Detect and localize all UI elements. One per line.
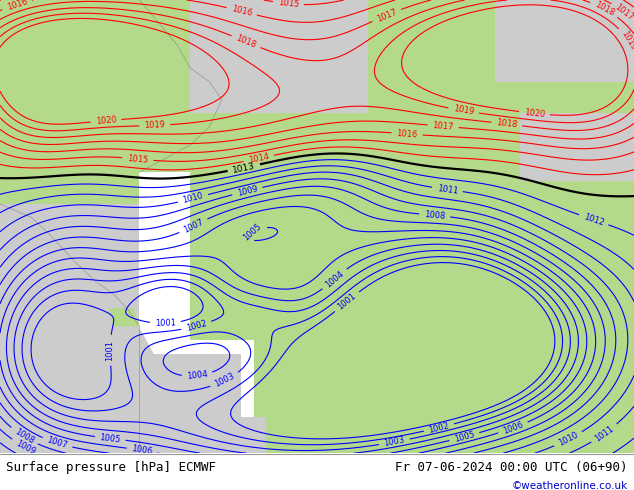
Text: 1012: 1012 — [582, 212, 605, 227]
Text: 1001: 1001 — [336, 292, 358, 312]
Polygon shape — [190, 0, 368, 113]
Text: 1005: 1005 — [100, 433, 121, 444]
Text: 1013: 1013 — [231, 161, 256, 174]
Polygon shape — [139, 0, 380, 172]
Polygon shape — [520, 113, 634, 181]
Text: 1007: 1007 — [182, 217, 205, 235]
Text: Surface pressure [hPa] ECMWF: Surface pressure [hPa] ECMWF — [6, 462, 216, 474]
Text: 1008: 1008 — [13, 427, 36, 446]
Polygon shape — [209, 0, 355, 81]
Polygon shape — [0, 204, 139, 453]
Text: 1011: 1011 — [436, 184, 458, 196]
Text: ©weatheronline.co.uk: ©weatheronline.co.uk — [512, 481, 628, 490]
Polygon shape — [0, 354, 241, 453]
Text: 1015: 1015 — [278, 0, 299, 9]
Polygon shape — [254, 340, 634, 453]
Text: 1017: 1017 — [432, 121, 454, 132]
Polygon shape — [108, 308, 139, 326]
Polygon shape — [0, 204, 190, 453]
Polygon shape — [0, 0, 139, 204]
Text: 1019: 1019 — [619, 29, 634, 52]
Text: 1011: 1011 — [593, 424, 616, 443]
Text: 1019: 1019 — [144, 121, 165, 130]
Text: 1007: 1007 — [46, 436, 68, 450]
Text: 1016: 1016 — [396, 129, 418, 139]
Text: 1015: 1015 — [127, 153, 149, 164]
Text: 1016: 1016 — [230, 4, 253, 18]
Text: 1008: 1008 — [424, 210, 446, 221]
Polygon shape — [380, 0, 634, 204]
Polygon shape — [0, 417, 266, 453]
Text: 1005: 1005 — [453, 430, 476, 444]
Text: 1002: 1002 — [428, 421, 450, 435]
Text: Fr 07-06-2024 00:00 UTC (06+90): Fr 07-06-2024 00:00 UTC (06+90) — [395, 462, 628, 474]
Text: 1003: 1003 — [213, 372, 236, 389]
Text: 1001: 1001 — [155, 318, 176, 328]
Text: 1005: 1005 — [242, 221, 263, 242]
Text: 1003: 1003 — [383, 436, 406, 448]
Polygon shape — [190, 172, 412, 340]
Text: 1001: 1001 — [105, 340, 115, 361]
Text: 1009: 1009 — [14, 439, 37, 456]
Text: 1006: 1006 — [131, 444, 153, 457]
Polygon shape — [349, 204, 634, 340]
Text: 1020: 1020 — [95, 115, 117, 126]
Text: 1016: 1016 — [6, 0, 29, 12]
Text: 1004: 1004 — [323, 269, 346, 289]
Text: 1018: 1018 — [235, 33, 257, 50]
Text: 1002: 1002 — [185, 319, 207, 333]
Text: 1017: 1017 — [375, 7, 398, 24]
Text: 1018: 1018 — [496, 118, 518, 130]
Text: 1019: 1019 — [453, 104, 475, 117]
Text: 1017: 1017 — [613, 2, 634, 22]
Text: 1010: 1010 — [557, 431, 579, 448]
Text: 1020: 1020 — [524, 108, 545, 119]
Text: 1014: 1014 — [247, 152, 270, 165]
Text: 1010: 1010 — [182, 192, 204, 205]
Text: 1004: 1004 — [186, 370, 208, 381]
Text: 1009: 1009 — [236, 184, 259, 198]
Polygon shape — [495, 0, 634, 81]
Text: 1006: 1006 — [501, 420, 524, 436]
Text: 1018: 1018 — [593, 0, 616, 18]
